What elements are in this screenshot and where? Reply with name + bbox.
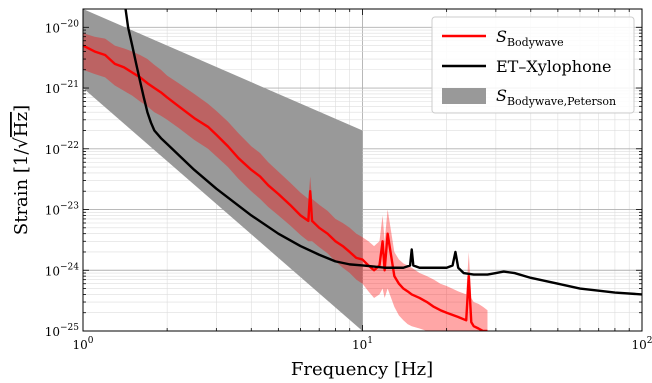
legend-label-bodywave: SBodywave <box>496 27 564 49</box>
x-tick-label: 102 <box>631 336 652 352</box>
series-bands <box>83 33 488 331</box>
x-tick-label: 100 <box>72 336 93 352</box>
x-tick-labels: 100 101 102 <box>72 336 652 352</box>
x-axis-label: Frequency [Hz] <box>291 359 433 380</box>
legend-swatch-peterson <box>442 88 486 104</box>
y-tick-label: 10−25 <box>45 323 80 339</box>
tick-marks <box>82 8 643 332</box>
y-tick-label: 10−22 <box>45 141 79 157</box>
y-tick-label: 10−23 <box>45 202 80 218</box>
bands <box>83 9 363 331</box>
series-lines <box>83 9 642 331</box>
y-tick-label: 10−20 <box>45 19 80 35</box>
legend-label-xylophone: ET–Xylophone <box>496 57 611 76</box>
sqrt-symbol: √ <box>11 137 32 149</box>
x-tick-label: 101 <box>352 336 373 352</box>
y-tick-labels: 10−25 10−24 10−23 10−22 10−21 10−20 <box>45 19 80 339</box>
peterson-band-0 <box>83 9 363 331</box>
svg-text:Strain [1/√Hz]: Strain [1/√Hz] <box>11 105 32 235</box>
legend-label-peterson: SBodywave,Peterson <box>496 86 616 108</box>
y-axis-label-suffix: ] <box>11 105 32 112</box>
y-axis-label-prefix: Strain [1/ <box>11 148 32 235</box>
series-line-1 <box>124 9 642 296</box>
y-tick-label: 10−21 <box>45 80 79 96</box>
y-axis-label: Strain [1/√Hz] <box>11 105 32 235</box>
series-band-0 <box>83 33 488 331</box>
y-tick-label: 10−24 <box>45 262 80 278</box>
legend: SBodywave ET–Xylophone SBodywave,Peterso… <box>431 16 635 114</box>
y-axis-label-root: Hz <box>11 112 32 137</box>
series-line-0 <box>83 44 488 331</box>
